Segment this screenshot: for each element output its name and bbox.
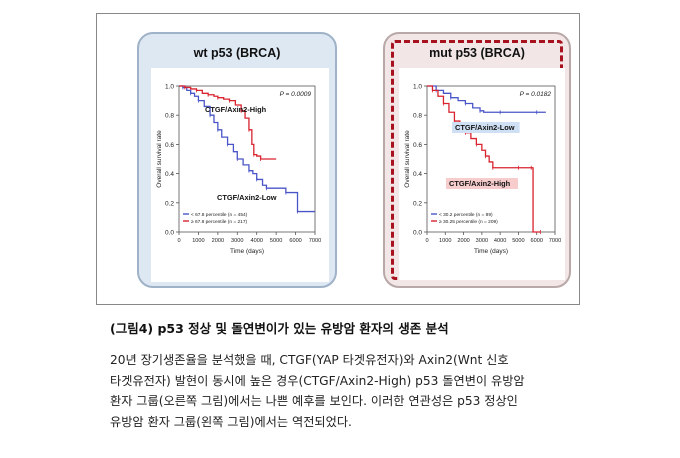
y-tick-label: 0.2 xyxy=(413,200,422,207)
wt-p53-panel: wt p53 (BRCA) 0.0 0.2 0.4 0.6 0.8 1.0 0 1000 200… xyxy=(137,32,337,288)
figure-caption: (그림4) p53 정상 및 돌연변이가 있는 유방암 환자의 생존 분석 xyxy=(110,321,449,336)
x-tick-label: 7000 xyxy=(309,238,321,244)
survival-curve-low xyxy=(427,85,546,113)
plot-area xyxy=(178,85,316,233)
panel-title-mut: mut p53 (BRCA) xyxy=(429,46,525,60)
legend-entry: ≥ 30.25 percentile (n = 209) xyxy=(439,219,498,225)
panel-title-wt: wt p53 (BRCA) xyxy=(193,46,281,60)
curve-annotation: CTGF/Axin2-High xyxy=(205,105,267,114)
x-tick-label: 1000 xyxy=(439,238,451,244)
y-tick-label: 0.6 xyxy=(165,142,174,149)
curve-annotation: CTGF/Axin2-Low xyxy=(217,193,277,202)
annotation-box xyxy=(452,122,520,133)
x-tick-label: 6000 xyxy=(289,238,301,244)
x-tick-label: 7000 xyxy=(549,238,561,244)
y-axis-label: Overall survival rate xyxy=(156,130,163,188)
x-tick-label: 6000 xyxy=(530,238,542,244)
curve-annotation: CTGF/Axin2-Low xyxy=(455,123,515,132)
paragraph-line: 20년 장기생존율을 분석했을 때, CTGF(YAP 타겟유전자)와 Axin… xyxy=(110,353,509,367)
x-tick-label: 3000 xyxy=(231,238,243,244)
y-tick-label: 0.4 xyxy=(413,171,422,178)
legend-entry: < 30.2 percentile (n = 89) xyxy=(439,212,493,218)
paragraph-line: 유방암 환자 그룹(왼쪽 그림)에서는 역전되었다. xyxy=(110,414,352,429)
y-tick-label: 0.8 xyxy=(165,113,174,120)
survival-curve-high xyxy=(427,85,541,233)
paragraph-line: 환자 그룹(오른쪽 그림)에서는 나쁜 예후를 보인다. 이러한 연관성은 p5… xyxy=(110,394,518,408)
y-tick-label: 0.2 xyxy=(165,200,174,207)
mut-p53-panel: mut p53 (BRCA) 0.0 0.2 0.4 0.6 0.8 1.0 0 1000 20… xyxy=(383,32,571,288)
plot-area xyxy=(426,85,556,233)
x-tick-label: 5000 xyxy=(512,238,524,244)
y-tick-label: 0.6 xyxy=(413,142,422,149)
curve-annotation: CTGF/Axin2-High xyxy=(449,179,511,188)
x-tick-label: 2000 xyxy=(457,238,469,244)
x-tick-label: 2000 xyxy=(212,238,224,244)
x-tick-label: 4000 xyxy=(494,238,506,244)
paragraph-line: 타겟유전자) 발현이 동시에 높은 경우(CTGF/Axin2-High) p5… xyxy=(110,373,525,388)
legend-entry: ≥ 67.8 percentile (n = 217) xyxy=(191,219,248,225)
p-value: P = 0.0009 xyxy=(280,91,312,98)
legend-entry: < 67.8 percentile (n = 454) xyxy=(191,212,248,218)
x-axis-label: Time (days) xyxy=(230,248,264,255)
y-tick-label: 0.4 xyxy=(165,171,174,178)
survival-plot-mut: 0.0 0.2 0.4 0.6 0.8 1.0 0 1000 2000 3000 4000 5000 6… xyxy=(399,68,565,280)
x-tick-label: 3000 xyxy=(476,238,488,244)
y-tick-label: 0.0 xyxy=(165,230,174,237)
y-tick-label: 0.8 xyxy=(413,113,422,120)
y-tick-label: 0.0 xyxy=(413,230,422,237)
survival-plot-wt: 0.0 0.2 0.4 0.6 0.8 1.0 0 1000 2000 3000 4000 5000 6… xyxy=(151,68,329,282)
description-paragraph: 20년 장기생존율을 분석했을 때, CTGF(YAP 타겟유전자)와 Axin… xyxy=(110,350,596,432)
x-tick-label: 0 xyxy=(425,238,428,244)
x-tick-label: 0 xyxy=(177,238,180,244)
p-value: P = 0.0182 xyxy=(520,91,552,98)
x-tick-label: 1000 xyxy=(192,238,204,244)
y-tick-label: 1.0 xyxy=(165,84,174,91)
y-tick-label: 1.0 xyxy=(413,84,422,91)
x-tick-label: 4000 xyxy=(250,238,262,244)
survival-curve-high xyxy=(179,85,277,160)
figure-frame: wt p53 (BRCA) 0.0 0.2 0.4 0.6 0.8 1.0 0 1000 200… xyxy=(96,13,580,305)
y-axis-label: Overall survival rate xyxy=(404,130,411,188)
annotation-box xyxy=(446,178,518,189)
x-axis-label: Time (days) xyxy=(474,248,508,255)
x-tick-label: 5000 xyxy=(270,238,282,244)
